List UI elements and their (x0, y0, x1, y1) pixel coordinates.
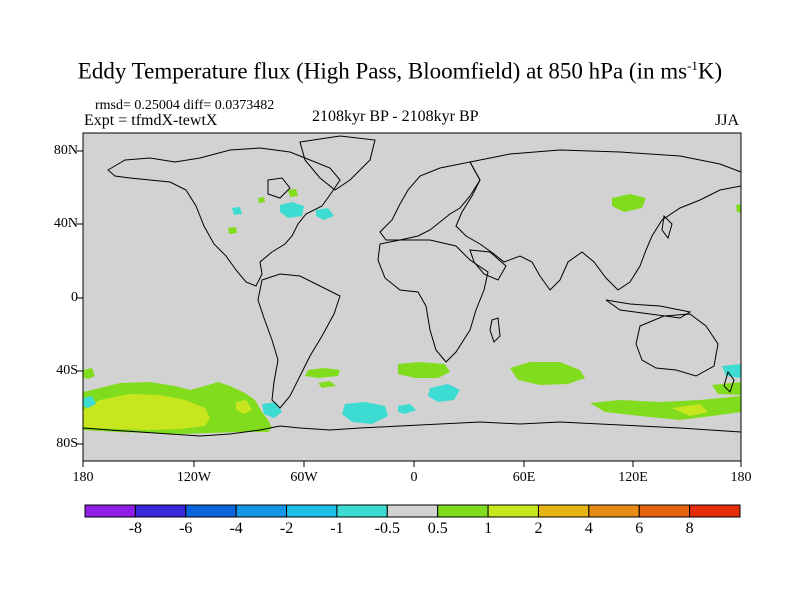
coastline-indonesia (605, 299, 692, 319)
colorbar-box (235, 504, 288, 518)
lon-label-120e: 120E (618, 470, 648, 485)
anomaly-patch-siberia-pos (736, 204, 741, 213)
colorbar-label: 2 (534, 520, 543, 537)
coastline-antarctica (82, 421, 742, 437)
anomaly-patch-ross-neg (722, 364, 741, 378)
colorbar-label: -0.5 (374, 520, 400, 537)
colorbar-box (437, 504, 489, 518)
lon-label-120w: 120W (176, 470, 212, 485)
lon-label-60e: 60E (512, 470, 536, 485)
lon-label-60w: 60W (290, 470, 318, 485)
coastline-asia (455, 149, 742, 291)
anomaly-fields (83, 189, 741, 434)
colorbar-label: -4 (229, 520, 243, 537)
colorbar-label: 8 (685, 520, 694, 537)
coastline-europe (379, 161, 481, 241)
anomaly-patch-east-antarctic-core (672, 404, 708, 416)
lat-label-80s: 80S (56, 436, 78, 451)
lon-label-0: 0 (410, 470, 418, 485)
lon-label-180w: 180 (72, 470, 94, 485)
coastline-hudson-bay (267, 177, 291, 199)
anomaly-patch-amundsen-core (236, 400, 252, 414)
anomaly-patch-labrador-neg (316, 208, 334, 220)
lat-ticks (77, 150, 83, 445)
anomaly-patch-south-indian-pos (510, 362, 585, 385)
experiment-label: Expt = tfmdX-tewtX (84, 112, 218, 129)
anomaly-patch-indian-sector-neg (428, 384, 460, 402)
coastline-north-america (107, 147, 341, 287)
stats-text: rmsd= 0.25004 diff= 0.0373482 (95, 98, 275, 113)
colorbar-label: 6 (635, 520, 644, 537)
colorbar-box (286, 504, 338, 518)
anomaly-patch-argentine-pos-2 (318, 381, 336, 388)
colorbar-box (386, 504, 439, 518)
colorbar-box (588, 504, 640, 518)
coastline-africa (377, 239, 489, 363)
anomaly-patch-south-pacific-edge-neg (83, 396, 96, 408)
coastline-australia (635, 313, 719, 377)
colorbar-label: 4 (584, 520, 593, 537)
anomaly-patch-chile-neg (262, 402, 282, 418)
coastlines (82, 135, 742, 437)
anomaly-patch-australia-sector-pos (590, 396, 741, 420)
colorbar-label: 1 (484, 520, 493, 537)
plot-title: Eddy Temperature flux (High Pass, Bloomf… (77, 58, 723, 84)
lon-label-180e: 180 (730, 470, 752, 485)
colorbar-box (487, 504, 539, 518)
anomaly-patch-eastus-neg (280, 202, 304, 218)
colorbar-box (689, 504, 741, 518)
colorbar-box (134, 504, 187, 518)
anomaly-patch-east-asia-pos (612, 194, 646, 212)
lon-ticks (82, 461, 742, 467)
coastline-greenland (299, 135, 376, 191)
colorbar-label: -1 (330, 520, 344, 537)
anomaly-patch-canada-pos (258, 197, 265, 203)
season-label: JJA (715, 112, 740, 129)
colorbar-box (638, 504, 691, 518)
colorbar-label: -8 (128, 520, 143, 537)
anomaly-patch-pacificnw-neg (232, 207, 242, 215)
colorbar-box (84, 504, 136, 518)
colorbar-label: 0.5 (427, 520, 448, 537)
coastline-south-america (257, 273, 341, 409)
period-label: 2108kyr BP - 2108kyr BP (312, 108, 479, 125)
colorbar-label: -2 (279, 520, 294, 537)
coastline-japan (661, 214, 673, 240)
anomaly-patch-south-atlantic-pos (398, 362, 450, 378)
lat-label-40s: 40S (56, 363, 78, 378)
anomaly-patch-california-pos (228, 227, 237, 234)
colorbar-box (537, 504, 590, 518)
colorbar-box (185, 504, 237, 518)
anomaly-patch-atlantic-sector-neg (398, 404, 416, 414)
anomaly-patch-argentine-pos (305, 368, 340, 378)
lat-label-0: 0 (71, 290, 78, 305)
coastline-new-zealand (723, 370, 735, 393)
colorbar-label: -6 (179, 520, 193, 537)
colorbar-box (336, 504, 388, 518)
lat-label-80n: 80N (53, 143, 78, 158)
coastline-arabia (469, 249, 507, 281)
anomaly-patch-hudson-pos (288, 189, 298, 197)
anomaly-patch-south-pacific-core (83, 394, 210, 430)
lat-label-40n: 40N (53, 216, 78, 231)
colorbar (84, 504, 741, 518)
coastline-madagascar (489, 317, 501, 343)
anomaly-patch-weddell-neg (342, 402, 388, 424)
anomaly-patch-far-west-pos (83, 368, 95, 379)
map-frame (82, 132, 742, 462)
